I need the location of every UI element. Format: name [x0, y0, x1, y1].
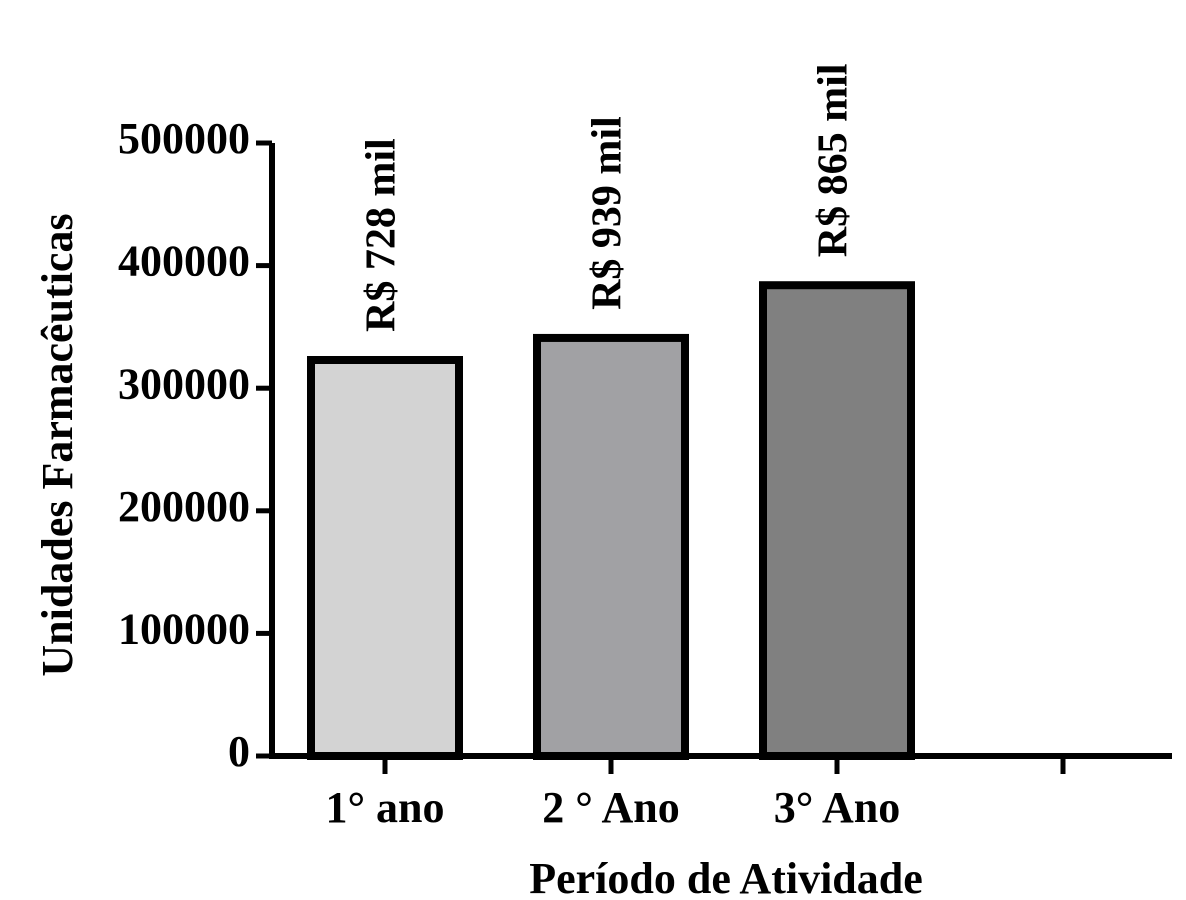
x-tick-label: 2 ° Ano — [542, 783, 679, 832]
bar — [533, 333, 689, 760]
y-tick-label: 0 — [228, 727, 250, 776]
bar — [759, 281, 915, 760]
x-axis-title: Período de Atividade — [529, 854, 923, 900]
bar-value-label: R$ 728 mil — [359, 138, 405, 332]
x-axis: 1° ano 2 ° Ano 3° Ano — [269, 753, 1172, 832]
x-tick-label: 3° Ano — [774, 783, 900, 832]
y-tick-label: 500000 — [118, 114, 250, 163]
y-axis-title: Unidades Farmacêuticas — [33, 213, 82, 676]
y-tick-label: 400000 — [118, 237, 250, 286]
bar-value-labels: R$ 728 mil R$ 939 mil R$ 865 mil — [359, 64, 857, 332]
bar-value-label: R$ 939 mil — [585, 116, 631, 310]
bar-value-label: R$ 865 mil — [811, 64, 857, 258]
y-tick-label: 100000 — [118, 604, 250, 653]
y-tick-label: 300000 — [118, 359, 250, 408]
bar — [307, 356, 463, 760]
y-tick-label: 200000 — [118, 482, 250, 531]
y-axis: 0 100000 200000 300000 400000 500000 — [118, 114, 275, 776]
x-tick-label: 1° ano — [325, 783, 444, 832]
bars — [307, 281, 915, 760]
